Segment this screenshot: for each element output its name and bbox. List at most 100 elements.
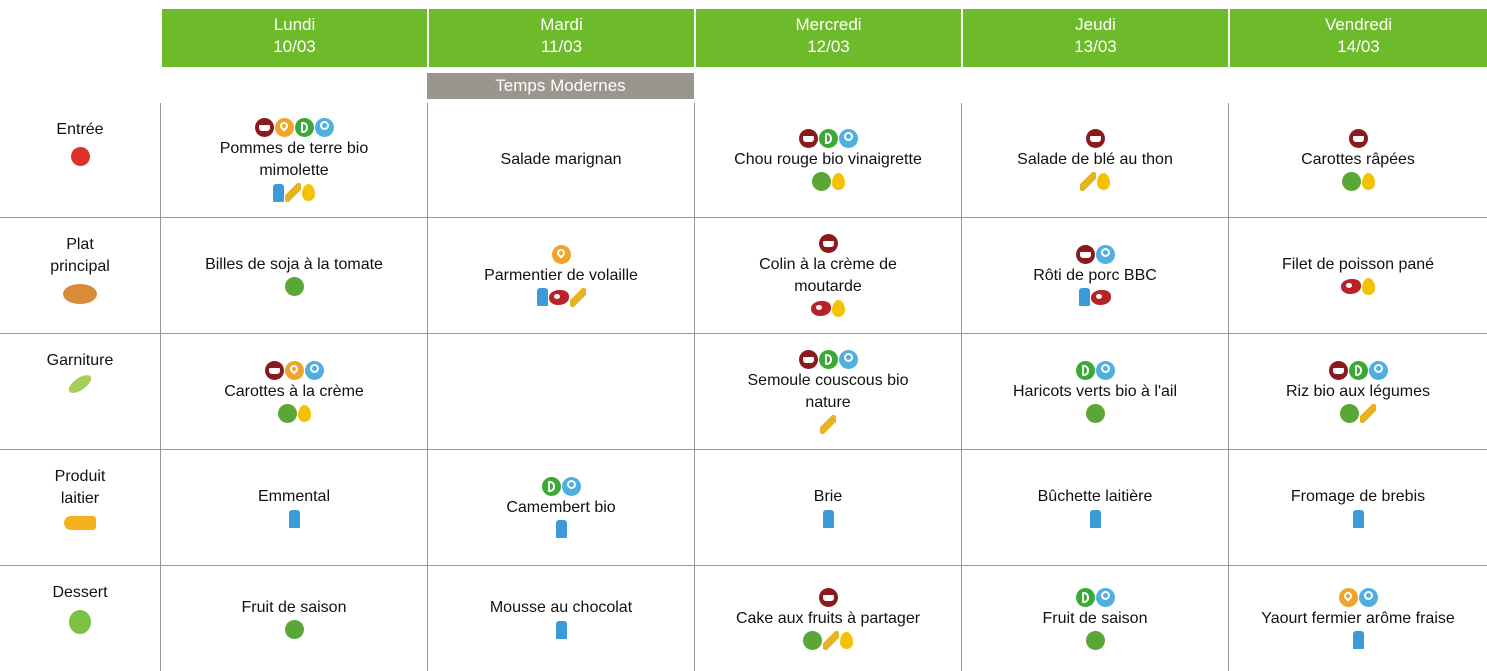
icon <box>294 118 314 137</box>
icon <box>1341 279 1361 294</box>
corner <box>0 9 160 67</box>
cell: Brie <box>694 449 961 565</box>
icon <box>1085 403 1105 423</box>
cell: Chou rouge bio vinaigrette <box>694 103 961 217</box>
day-header: Vendredi 14/03 <box>1228 9 1487 67</box>
day-date: 12/03 <box>807 37 850 56</box>
icon <box>838 129 858 148</box>
icon <box>297 404 311 422</box>
icon <box>1089 509 1101 528</box>
icon <box>1341 172 1361 191</box>
dish: Semoule couscous bio nature <box>747 371 909 411</box>
dish: Cake aux fruits à partager <box>735 609 921 627</box>
day-header: Lundi 10/03 <box>160 9 427 67</box>
dish: Rôti de porc BBC <box>1033 266 1157 284</box>
icon <box>1085 630 1105 650</box>
icon <box>823 630 839 650</box>
cell: Mousse au chocolat <box>427 565 694 671</box>
icon <box>840 631 853 649</box>
cell: Cake aux fruits à partager <box>694 565 961 671</box>
dish: Parmentier de volaille <box>484 266 638 284</box>
icon <box>1097 173 1110 190</box>
label-text: Produit laitier <box>54 468 106 507</box>
icon <box>1348 360 1368 380</box>
cell: Carottes à la crème <box>160 333 427 449</box>
dish: Mousse au chocolat <box>489 599 633 616</box>
icon <box>1080 172 1096 191</box>
cell: Fruit de saison <box>961 565 1228 671</box>
icon <box>541 476 561 496</box>
dish: Pommes de terre bio mimolette <box>219 140 369 179</box>
icon <box>551 244 571 264</box>
cell: Riz bio aux légumes <box>1228 333 1487 449</box>
cheese-icon <box>64 516 96 530</box>
icon <box>811 172 831 191</box>
icon <box>314 118 334 137</box>
label-text: Entrée <box>56 121 104 138</box>
icon <box>273 183 284 202</box>
icon <box>304 360 324 380</box>
cell: Parmentier de volaille <box>427 217 694 333</box>
dish: Camembert bio <box>506 498 616 516</box>
apple-icon <box>69 610 91 634</box>
dish: Carottes à la crème <box>224 382 364 400</box>
icon <box>264 360 284 380</box>
dish: Riz bio aux légumes <box>1285 382 1431 400</box>
icon <box>818 233 838 253</box>
icon <box>1095 244 1115 264</box>
icon <box>555 620 567 639</box>
cell: Colin à la crème de moutarde <box>694 217 961 333</box>
day-date: 11/03 <box>540 37 583 56</box>
icon <box>1075 360 1095 380</box>
icon <box>1095 587 1115 607</box>
icon <box>803 630 822 650</box>
dish: Haricots verts bio à l'ail <box>1013 382 1177 400</box>
icon <box>1095 360 1115 380</box>
icon <box>1340 403 1359 423</box>
cell: Camembert bio <box>427 449 694 565</box>
label-text: Plat principal <box>50 236 110 275</box>
icon <box>818 587 838 607</box>
day-date: 13/03 <box>1074 37 1117 56</box>
icon <box>818 129 838 148</box>
icon <box>822 509 834 528</box>
icon <box>1348 129 1368 148</box>
day-header: Jeudi 13/03 <box>961 9 1228 67</box>
cell: Semoule couscous bio nature <box>694 333 961 449</box>
cell <box>427 333 694 449</box>
cell: Salade de blé au thon <box>961 103 1228 217</box>
icon <box>1091 289 1111 305</box>
cell: Fruit de saison <box>160 565 427 671</box>
dish: Salade marignan <box>500 151 622 168</box>
dish: Brie <box>813 488 843 505</box>
day-header: Mardi 11/03 <box>427 9 694 67</box>
day-date: 14/03 <box>1337 37 1380 56</box>
icon <box>555 520 567 538</box>
icon <box>811 300 831 316</box>
icon <box>1079 288 1090 306</box>
dish: Filet de poisson pané <box>1281 256 1435 273</box>
icon <box>1368 360 1388 380</box>
dish: Fromage de brebis <box>1290 488 1426 505</box>
dish: Billes de soja à la tomate <box>205 256 383 273</box>
icon <box>831 173 845 190</box>
icon <box>832 299 845 317</box>
cell: Filet de poisson pané <box>1228 217 1487 333</box>
icon <box>1075 244 1095 264</box>
icon <box>536 288 548 306</box>
cell: Fromage de brebis <box>1228 449 1487 565</box>
dish: Colin à la crème de moutarde <box>759 255 897 295</box>
icon <box>1360 403 1376 423</box>
icon <box>284 277 304 296</box>
day-name: Mardi <box>540 15 583 34</box>
row-label: Produit laitier <box>0 449 160 565</box>
icon <box>254 118 274 137</box>
icon <box>820 414 836 434</box>
day-date: 10/03 <box>273 37 316 56</box>
dish: Yaourt fermier arôme fraise <box>1261 609 1455 627</box>
banner: Temps Modernes <box>427 73 694 99</box>
icon <box>798 129 818 148</box>
dish: Bûchette laitière <box>1037 488 1153 505</box>
